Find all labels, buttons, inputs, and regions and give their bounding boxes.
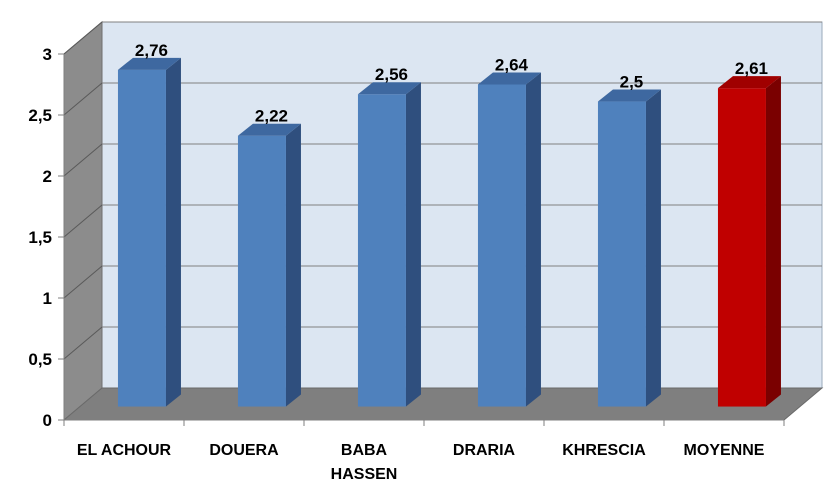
data-label: 2,22 [255, 107, 288, 126]
bar-side [165, 57, 181, 407]
x-tick-label-line: DRARIA [453, 442, 516, 459]
gridlines [63, 21, 822, 360]
x-tick-label-line: HASSEN [331, 466, 398, 483]
x-tick-label-line: BABA [341, 442, 388, 459]
data-label: 2,76 [135, 41, 168, 60]
bar-top [717, 76, 781, 89]
bar-top [357, 82, 421, 95]
x-tick-label: DOUERA [209, 442, 279, 459]
x-tick-label: BABA HASSEN [331, 442, 398, 483]
bars [117, 57, 781, 407]
bar-front [357, 94, 406, 407]
x-tick-label-line: MOYENNE [684, 442, 765, 459]
bar-6 [717, 76, 781, 407]
data-label: 2,64 [495, 55, 529, 74]
bar-top [237, 123, 301, 136]
gridline-side [63, 143, 103, 177]
x-tick-label-line: DOUERA [209, 442, 279, 459]
bar-front [237, 135, 286, 407]
bar-3 [357, 82, 421, 407]
bar-4 [477, 72, 541, 407]
x-tick-label: EL ACHOUR [77, 442, 172, 459]
gridline-side [63, 21, 103, 55]
bar-side [525, 72, 541, 407]
data-label: 2,5 [620, 73, 644, 92]
bar-top [597, 89, 661, 102]
bar-top [117, 57, 181, 70]
y-tick-label: 1 [43, 289, 52, 308]
data-label: 2,56 [375, 65, 408, 84]
y-tick-label: 0,5 [28, 350, 52, 369]
bar-2 [237, 123, 301, 407]
bar-side [405, 82, 421, 407]
gridline-side [63, 82, 103, 116]
y-tick-label: 3 [43, 45, 52, 64]
bar-front [717, 88, 766, 407]
bar-side [285, 123, 301, 407]
bar-side [645, 89, 661, 407]
y-axis: 0 0,5 1 1,5 2 2,5 3 [28, 45, 65, 430]
bar-side [765, 76, 781, 407]
y-tick-label: 0 [43, 411, 52, 430]
gridline-side [63, 265, 103, 299]
y-tick-label: 2,5 [28, 106, 52, 125]
bar-top [477, 72, 541, 85]
bar-front [597, 101, 646, 407]
bar-1 [117, 57, 181, 407]
gridline-side [63, 204, 103, 238]
x-tick-label-line: EL ACHOUR [77, 442, 172, 459]
data-label: 2,61 [735, 59, 768, 78]
x-tick-label-line: KHRESCIA [562, 442, 646, 459]
y-tick-label: 2 [43, 167, 52, 186]
x-tick-label: MOYENNE [684, 442, 765, 459]
bar-5 [597, 89, 661, 407]
bar-front [477, 84, 526, 407]
gridline-side [63, 326, 103, 360]
x-tick-label: KHRESCIA [562, 442, 646, 459]
bar-front [117, 69, 166, 407]
x-tick-label: DRARIA [453, 442, 516, 459]
x-axis: EL ACHOUR DOUERA BABA HASSEN DRARIA KHRESCIA M… [63, 419, 785, 483]
y-tick-label: 1,5 [28, 228, 52, 247]
data-labels: 2,76 2,22 2,56 2,64 2,5 2,61 [135, 41, 768, 126]
